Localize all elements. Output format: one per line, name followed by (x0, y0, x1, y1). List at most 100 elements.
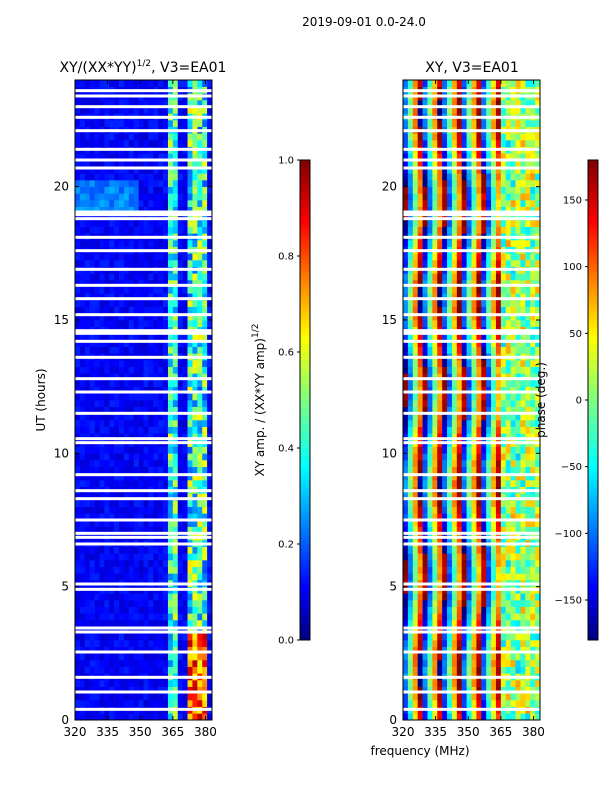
heatmap-cell (172, 646, 179, 654)
heatmap-cell (461, 320, 467, 327)
heatmap-cell (167, 513, 174, 521)
heatmap-cell (451, 400, 458, 407)
heatmap-cell (486, 306, 492, 314)
heatmap-cell (481, 293, 487, 301)
heatmap-cell (466, 366, 472, 374)
heatmap-cell (172, 320, 179, 327)
heatmap-cell (99, 280, 105, 287)
heatmap-cell (202, 260, 208, 267)
missing-data-stripe (75, 339, 212, 343)
heatmap-cell (461, 653, 467, 661)
heatmap-cell (403, 693, 409, 701)
heatmap-cell (530, 593, 536, 601)
heatmap-cell (163, 380, 169, 387)
heatmap-cell (476, 226, 482, 234)
heatmap-cell (187, 106, 193, 114)
heatmap-cell (491, 293, 497, 301)
heatmap-cell (104, 220, 110, 227)
heatmap-cell (412, 700, 418, 707)
heatmap-cell (138, 573, 144, 581)
heatmap-cell (153, 613, 159, 621)
heatmap-cell (515, 193, 521, 201)
heatmap-cell (94, 480, 100, 487)
heatmap-cell (442, 506, 448, 514)
heatmap-cell (158, 686, 164, 694)
heatmap-cell (432, 680, 438, 687)
heatmap-cell (456, 640, 463, 647)
heatmap-cell (412, 226, 418, 234)
heatmap-cell (417, 553, 423, 561)
heatmap-cell (143, 653, 149, 661)
heatmap-cell (495, 386, 502, 394)
heatmap-cell (123, 513, 130, 521)
heatmap-cell (119, 306, 125, 314)
heatmap-cell (481, 686, 487, 694)
heatmap-cell (133, 433, 139, 441)
heatmap-cell (123, 286, 130, 294)
heatmap-cell (202, 280, 208, 287)
heatmap-cell (427, 513, 433, 521)
heatmap-cell (89, 686, 95, 694)
heatmap-cell (491, 626, 497, 634)
heatmap-cell (407, 560, 414, 567)
heatmap-cell (530, 420, 536, 427)
heatmap-cell (148, 260, 154, 267)
heatmap-cell (403, 340, 409, 347)
heatmap-cell (75, 173, 81, 181)
heatmap-cell (163, 313, 169, 321)
heatmap-cell (138, 280, 144, 287)
heatmap-cell (207, 260, 213, 267)
heatmap-cell (466, 520, 472, 527)
heatmap-cell (417, 360, 423, 367)
heatmap-cell (177, 500, 183, 507)
heatmap-cell (486, 340, 492, 347)
heatmap-cell (207, 506, 213, 514)
heatmap-cell (510, 660, 516, 667)
heatmap-cell (94, 506, 100, 514)
heatmap-cell (500, 240, 507, 247)
heatmap-cell (109, 640, 115, 647)
heatmap-cell (412, 413, 418, 421)
heatmap-cell (119, 593, 125, 601)
heatmap-cell (182, 646, 188, 654)
heatmap-cell (187, 686, 193, 694)
heatmap-cell (89, 566, 95, 574)
heatmap-cell (207, 406, 213, 414)
heatmap-cell (486, 193, 492, 201)
heatmap-cell (197, 253, 203, 261)
heatmap-cell (172, 153, 179, 161)
heatmap-cell (89, 220, 95, 227)
heatmap-cell (515, 426, 521, 434)
heatmap-cell (119, 206, 125, 214)
heatmap-cell (94, 400, 100, 407)
heatmap-cell (202, 380, 208, 387)
heatmap-cell (153, 680, 159, 687)
heatmap-cell (437, 653, 443, 661)
heatmap-cell (133, 220, 139, 227)
heatmap-cell (138, 700, 144, 707)
missing-data-stripe (75, 105, 212, 109)
heatmap-cell (407, 386, 414, 394)
heatmap-cell (197, 280, 203, 287)
heatmap-cell (148, 660, 154, 667)
heatmap-cell (407, 606, 414, 614)
heatmap-cell (143, 613, 149, 621)
heatmap-cell (202, 340, 208, 347)
heatmap-cell (403, 646, 409, 654)
heatmap-cell (104, 306, 110, 314)
heatmap-cell (466, 593, 472, 601)
heatmap-cell (476, 593, 482, 601)
heatmap-cell (89, 320, 95, 327)
heatmap-cell (89, 520, 95, 527)
heatmap-cell (182, 220, 188, 227)
heatmap-cell (104, 300, 110, 307)
heatmap-cell (79, 453, 86, 461)
heatmap-cell (177, 106, 183, 114)
heatmap-cell (133, 680, 139, 687)
heatmap-cell (403, 713, 409, 721)
heatmap-cell (75, 140, 81, 147)
heatmap-cell (133, 446, 139, 454)
heatmap-cell (481, 320, 487, 327)
heatmap-cell (412, 380, 418, 387)
heatmap-cell (138, 366, 144, 374)
